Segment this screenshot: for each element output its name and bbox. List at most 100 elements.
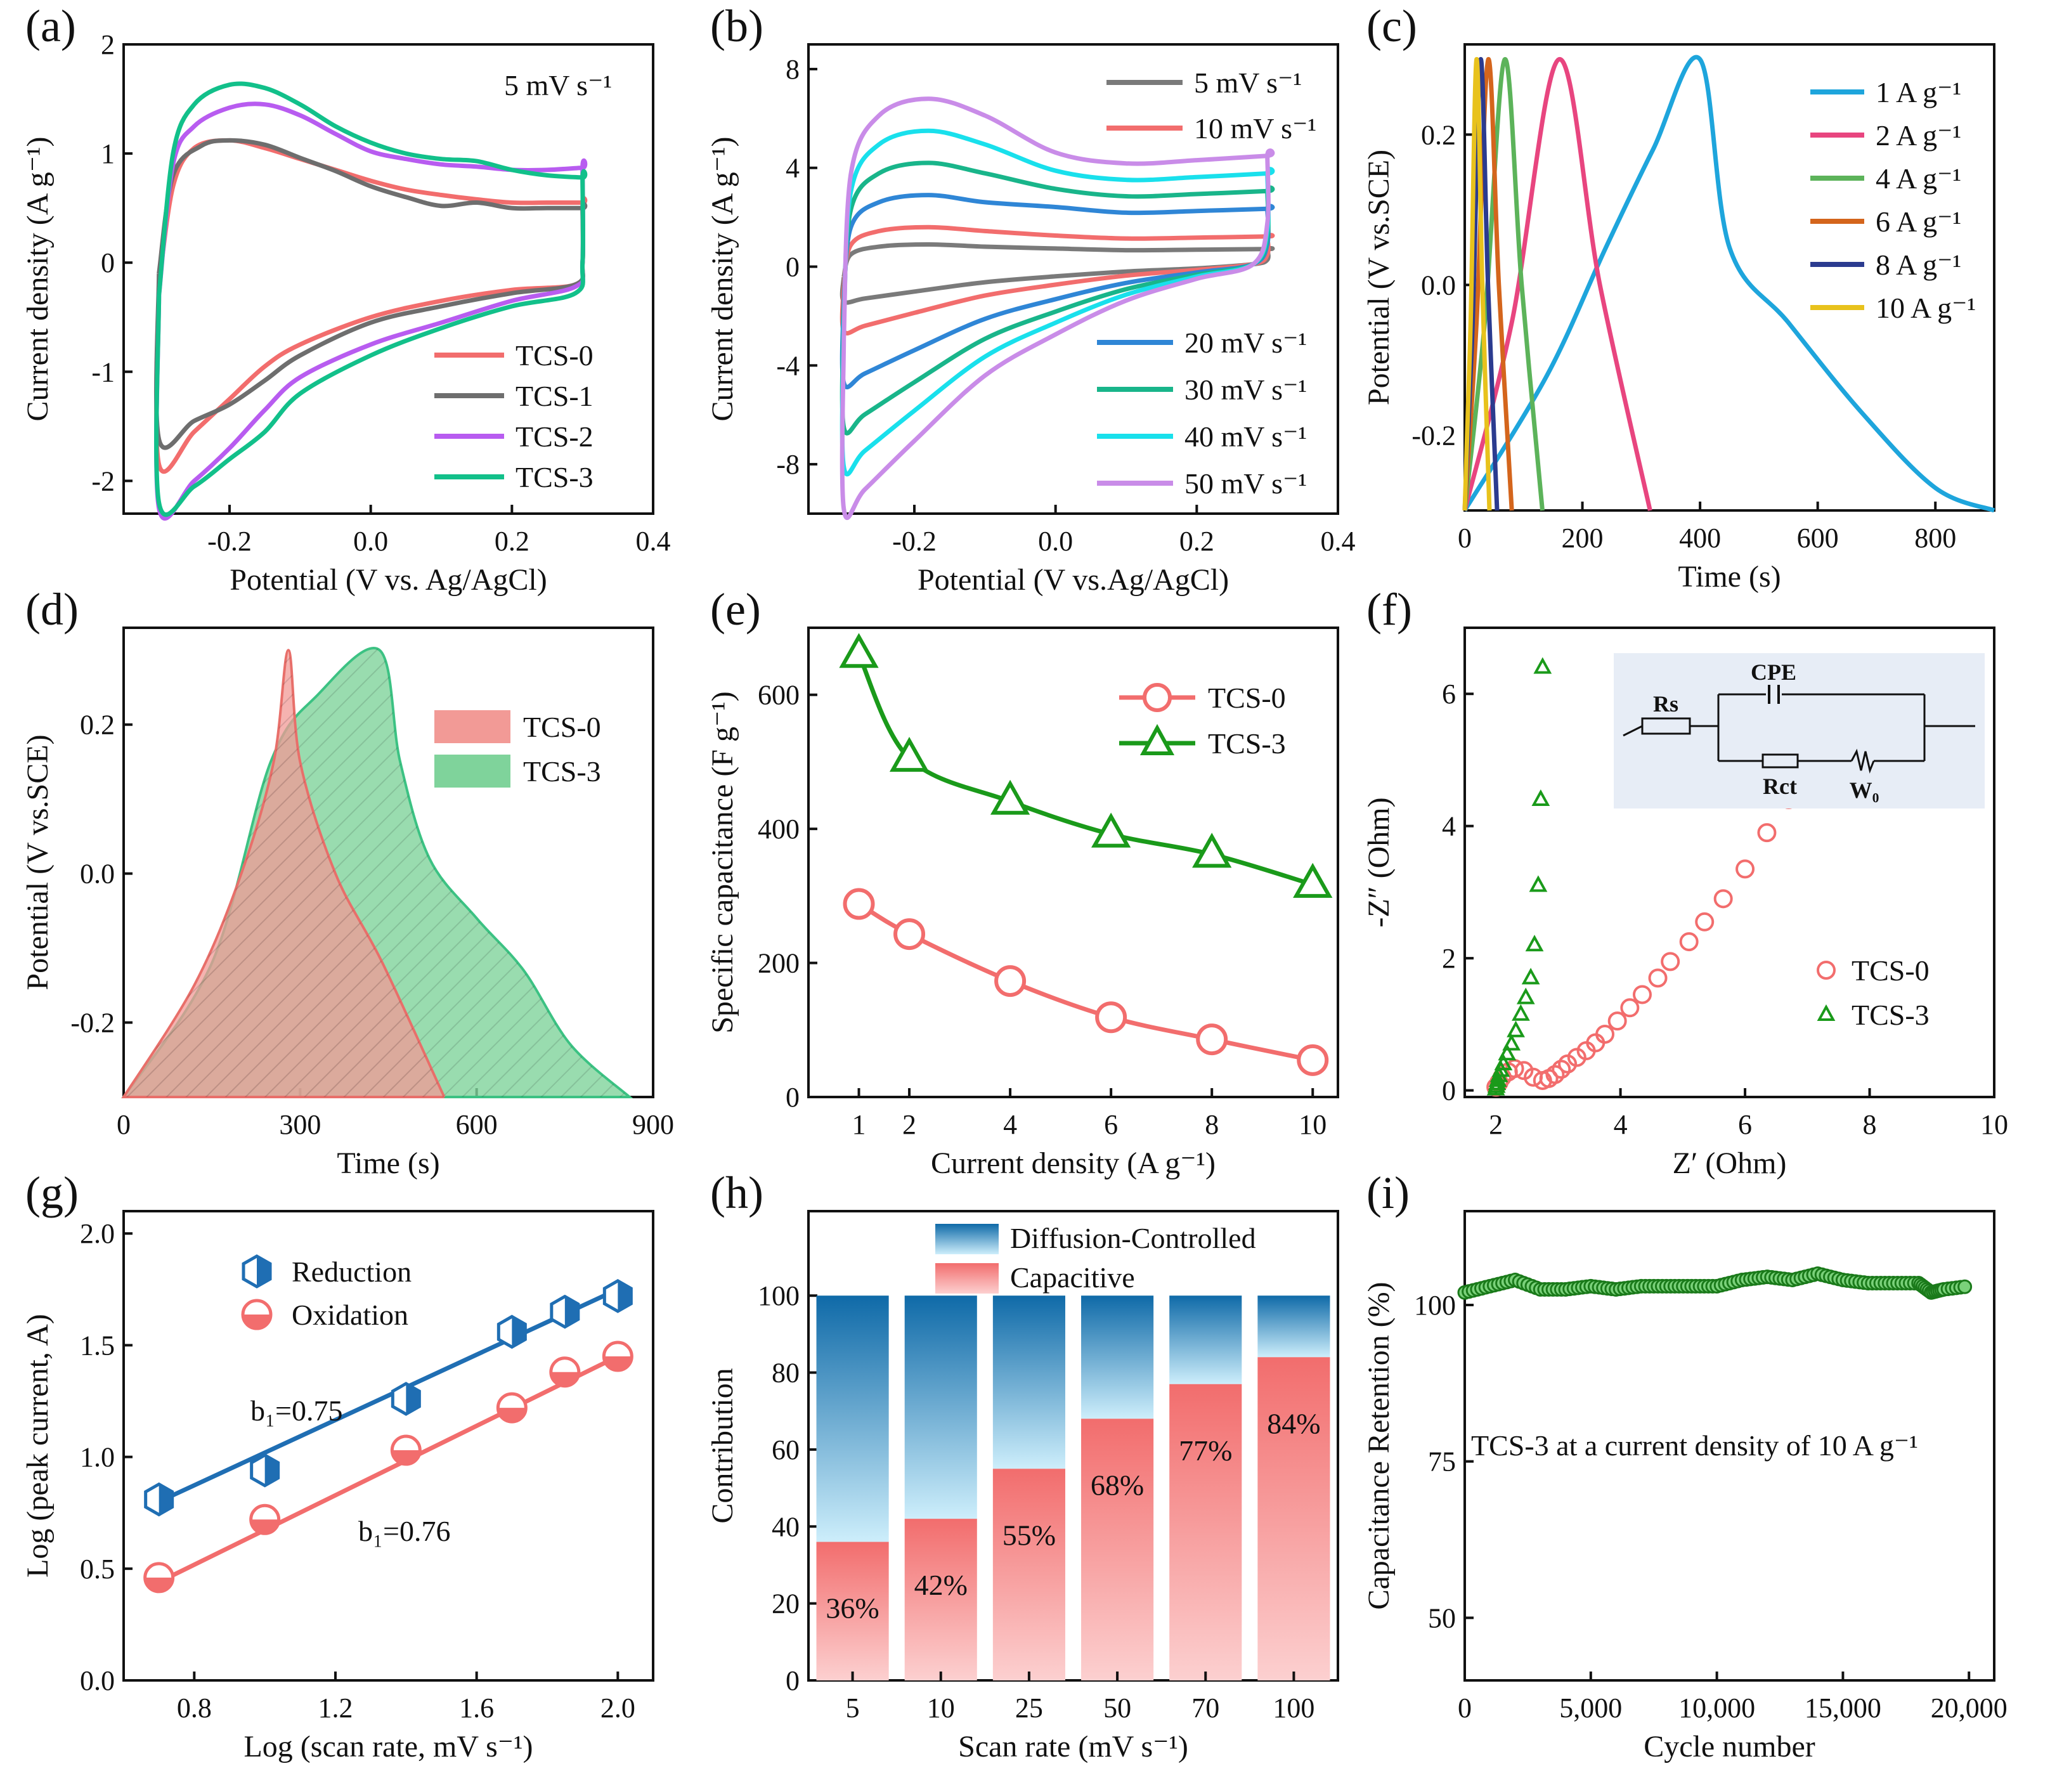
- panel-label: (a): [25, 1, 76, 51]
- y-tick-label: 0: [786, 252, 800, 283]
- data-point: [1632, 985, 1652, 1004]
- panel-label: (e): [710, 584, 761, 635]
- legend-swatch: [935, 1224, 999, 1254]
- x-tick-label: 25: [1015, 1692, 1043, 1724]
- y-tick-label: 0.5: [80, 1554, 115, 1585]
- legend-label: TCS-0: [523, 711, 601, 743]
- data-point: [1507, 1020, 1525, 1037]
- bar-diffusion: [992, 1295, 1065, 1469]
- panel-e: (e) 1 2 4 6 8 10 0 200 400 600 Current density (A g…: [706, 584, 1339, 1180]
- legend-swatch: [434, 710, 510, 743]
- data-point-fill: [564, 1296, 578, 1327]
- cv-curve-50 mV s⁻¹: [840, 96, 1275, 521]
- inset-background: [1614, 653, 1985, 808]
- data-point: [1297, 1044, 1329, 1076]
- y-tick-label: 0.2: [80, 710, 115, 741]
- y-tick-label: 0: [101, 247, 115, 278]
- slope-annotation: b₁=0.75: [250, 1394, 342, 1427]
- bar-capacitive: [992, 1469, 1065, 1680]
- data-point: [1648, 968, 1668, 988]
- data-point: [1957, 1279, 1973, 1294]
- slope-annotation: b₁=0.76: [358, 1515, 450, 1547]
- panel-label: (d): [25, 584, 79, 635]
- x-tick-label: 2: [1489, 1109, 1503, 1140]
- data-point-fill: [604, 1356, 632, 1371]
- x-tick-label: 2: [902, 1109, 916, 1140]
- legend-label: TCS-3: [1208, 727, 1286, 760]
- data-point: [1512, 1004, 1530, 1021]
- legend-label: TCS-0: [1208, 682, 1286, 714]
- y-axis-title: Capacitance Retention (%): [1362, 1282, 1396, 1609]
- legend-label: TCS-3: [516, 461, 594, 493]
- series-line-TCS-0: [857, 902, 1313, 1063]
- x-tick-label: 900: [632, 1109, 674, 1140]
- data-point: [1533, 657, 1552, 674]
- scan-rate-annotation: 5 mV s⁻¹: [504, 69, 612, 101]
- y-tick-label: 0.0: [80, 859, 115, 890]
- bar-percent-label: 84%: [1267, 1407, 1320, 1439]
- legend-label: Diffusion-Controlled: [1010, 1222, 1256, 1254]
- data-point: [994, 965, 1027, 997]
- bar-diffusion: [1257, 1295, 1330, 1358]
- panel-label: (g): [25, 1167, 79, 1218]
- x-tick-label: 200: [1562, 523, 1604, 554]
- y-tick-label: 50: [1428, 1602, 1456, 1633]
- y-tick-label: 1: [101, 138, 115, 169]
- data-point-fill: [392, 1450, 420, 1465]
- panel-d: (d) 0 300 600 900 -0.2 0.0 0.2 Time (s) Potential…: [21, 584, 674, 1180]
- data-point: [990, 779, 1030, 815]
- panel-label: (c): [1366, 1, 1417, 51]
- data-point-fill: [145, 1577, 173, 1592]
- legend-label: 2 A g⁻¹: [1876, 119, 1961, 152]
- x-tick-label: 2.0: [600, 1692, 635, 1724]
- x-tick-label: 8: [1863, 1109, 1877, 1140]
- condition-annotation: TCS-3 at a current density of 10 A g⁻¹: [1471, 1429, 1918, 1462]
- x-tick-label: 300: [279, 1109, 321, 1140]
- y-axis-title: Current density (A g⁻¹): [706, 137, 739, 422]
- data-point: [1607, 1011, 1627, 1031]
- panel-label: (f): [1366, 584, 1412, 635]
- data-point-fill: [406, 1384, 420, 1414]
- data-point: [1095, 1001, 1127, 1034]
- resistor-rs: [1641, 717, 1691, 735]
- data-point-fill: [159, 1484, 172, 1515]
- panel-i: (i) 0 5,000 10,000 15,000 20,000 50 75 100 Cycle …: [1362, 1167, 2008, 1763]
- legend-label: 5 mV s⁻¹: [1194, 67, 1302, 99]
- x-tick-label: 400: [1679, 523, 1721, 554]
- x-tick-label: 800: [1914, 523, 1956, 554]
- y-tick-label: 600: [758, 680, 800, 711]
- x-tick-label: 600: [1797, 523, 1839, 554]
- gcd-curve-6 A g⁻¹: [1462, 57, 1514, 511]
- y-tick-label: -0.2: [1411, 420, 1456, 451]
- inset-label: CPE: [1751, 659, 1796, 685]
- gcd-curve-2 A g⁻¹: [1462, 57, 1652, 511]
- y-tick-label: 2: [101, 29, 115, 60]
- x-tick-label: 4: [1003, 1109, 1017, 1140]
- plot-frame: [807, 627, 1339, 1098]
- legend-label: 4 A g⁻¹: [1876, 162, 1961, 195]
- inset-label: Rs: [1653, 691, 1678, 717]
- x-tick-label: 4: [1614, 1109, 1628, 1140]
- data-point: [889, 737, 930, 772]
- x-axis-title: Time (s): [337, 1146, 439, 1180]
- x-tick-label: 10: [927, 1692, 955, 1724]
- data-point: [1552, 1060, 1571, 1079]
- y-tick-label: -0.2: [70, 1008, 115, 1039]
- y-tick-label: 0.0: [1421, 269, 1456, 301]
- panel-label: (b): [710, 1, 763, 51]
- x-axis-title: Z′ (Ohm): [1673, 1146, 1787, 1180]
- x-tick-label: 6: [1738, 1109, 1752, 1140]
- data-point: [1494, 1053, 1513, 1070]
- fit-line-Reduction: [158, 1287, 619, 1504]
- legend-label: 20 mV s⁻¹: [1184, 327, 1307, 359]
- legend-marker: [1817, 1004, 1836, 1021]
- legend-label: TCS-2: [516, 420, 594, 453]
- bar-diffusion: [1169, 1295, 1242, 1384]
- plot-frame: [1463, 43, 1995, 512]
- legend-label: TCS-3: [1852, 999, 1930, 1031]
- data-point-fill: [264, 1455, 278, 1486]
- x-tick-label: -0.2: [892, 526, 937, 557]
- legend-label: 40 mV s⁻¹: [1184, 420, 1307, 453]
- legend-label: Reduction: [292, 1256, 412, 1288]
- warburg-element: [1850, 748, 1875, 774]
